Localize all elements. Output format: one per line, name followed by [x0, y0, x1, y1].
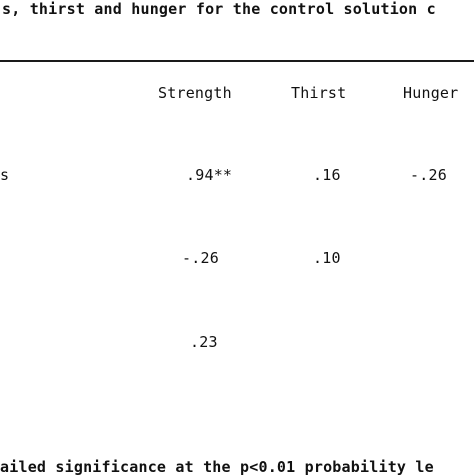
footnote: ailed significance at the p<0.01 probabi… [0, 458, 434, 476]
cell-row3-strength: .23 [190, 333, 218, 351]
cell-row1-strength: .94** [186, 166, 233, 184]
table-caption: s, thirst and hunger for the control sol… [2, 0, 436, 18]
column-header-hunger: Hunger [403, 84, 459, 102]
table-top-rule [0, 60, 474, 62]
cell-row2-thirst: .10 [313, 249, 341, 267]
cell-row1-thirst: .16 [313, 166, 341, 184]
cell-row1-hunger: -.26 [410, 166, 447, 184]
cell-row2-strength: -.26 [182, 249, 219, 267]
row-label-1: s [0, 166, 10, 184]
column-header-strength: Strength [158, 84, 232, 102]
column-header-thirst: Thirst [291, 84, 347, 102]
